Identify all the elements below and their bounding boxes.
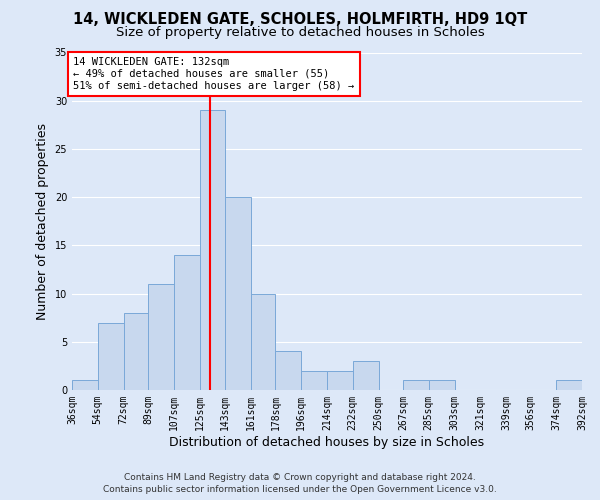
Bar: [556, 380, 582, 390]
Bar: [124, 313, 148, 390]
Bar: [353, 361, 379, 390]
Bar: [403, 380, 429, 390]
Bar: [251, 294, 275, 390]
Text: 14, WICKLEDEN GATE, SCHOLES, HOLMFIRTH, HD9 1QT: 14, WICKLEDEN GATE, SCHOLES, HOLMFIRTH, …: [73, 12, 527, 28]
Bar: [72, 380, 98, 390]
Bar: [301, 370, 327, 390]
Bar: [327, 370, 353, 390]
Bar: [225, 197, 251, 390]
Bar: [98, 322, 124, 390]
X-axis label: Distribution of detached houses by size in Scholes: Distribution of detached houses by size …: [169, 436, 485, 448]
Bar: [148, 284, 174, 390]
Bar: [199, 110, 225, 390]
Bar: [275, 352, 301, 390]
Text: 14 WICKLEDEN GATE: 132sqm
← 49% of detached houses are smaller (55)
51% of semi-: 14 WICKLEDEN GATE: 132sqm ← 49% of detac…: [73, 58, 355, 90]
Bar: [429, 380, 455, 390]
Y-axis label: Number of detached properties: Number of detached properties: [36, 122, 49, 320]
Text: Contains HM Land Registry data © Crown copyright and database right 2024.
Contai: Contains HM Land Registry data © Crown c…: [103, 472, 497, 494]
Text: Size of property relative to detached houses in Scholes: Size of property relative to detached ho…: [116, 26, 484, 39]
Bar: [174, 255, 200, 390]
